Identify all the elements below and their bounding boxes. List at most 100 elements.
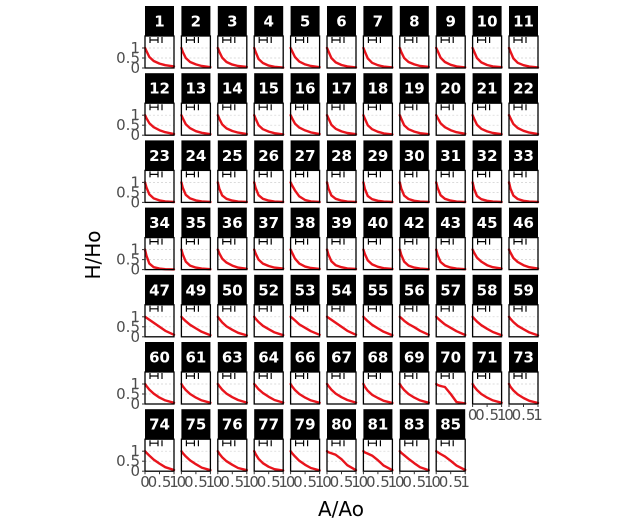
- panel-border: [289, 236, 321, 271]
- facet-panel: 7: [362, 6, 394, 69]
- x-axis: 00.51: [504, 404, 543, 424]
- facet-panel: 8: [398, 6, 430, 69]
- facet-strip: [399, 73, 429, 104]
- facet-strip: [399, 342, 429, 372]
- facet-panel: 53: [289, 274, 321, 338]
- series-line: [143, 450, 176, 472]
- facet-strip-label: 83: [404, 416, 425, 434]
- series-line: [216, 315, 248, 337]
- facet-strip: [363, 73, 393, 104]
- facet-strip: [145, 342, 174, 372]
- panel-background: [363, 103, 393, 136]
- facet-strip: [290, 409, 320, 440]
- y-tick-label: 0: [130, 126, 140, 144]
- series-line: [362, 450, 394, 472]
- series-line: [471, 382, 503, 404]
- panel-border: [253, 35, 284, 69]
- y-tick-label: 1: [130, 308, 140, 326]
- facet-strip-label: 24: [185, 147, 206, 165]
- x-tick-label: 0: [395, 473, 405, 491]
- facet-strip-label: 11: [513, 13, 534, 31]
- hi-mark: [331, 305, 345, 312]
- y-axis: 00.51: [116, 106, 145, 144]
- facet-strip-label: 64: [258, 349, 279, 367]
- facet-panel: 54: [325, 274, 358, 338]
- facet-strip: [399, 409, 429, 440]
- facet-strip: [436, 207, 466, 238]
- facet-panel: 34: [143, 207, 176, 271]
- facet-strip: [217, 207, 247, 238]
- panel-border: [217, 35, 248, 69]
- panel-border: [326, 35, 357, 69]
- facet-strip: [327, 409, 356, 440]
- facet-strip-label: 5: [300, 13, 310, 31]
- panel-background: [327, 170, 356, 203]
- y-axis: 00.51: [116, 442, 145, 480]
- facet-strip-label: 21: [477, 80, 498, 98]
- facet-strip-label: 8: [409, 13, 419, 31]
- hi-mark: [185, 104, 199, 111]
- panel-background: [436, 36, 466, 68]
- facet-strip-label: 68: [367, 349, 388, 367]
- hi-mark: [258, 104, 272, 111]
- x-tick-label: 1: [497, 406, 507, 424]
- x-tick-label: 0.5: [512, 406, 536, 424]
- x-tick-label: 0.5: [330, 473, 354, 491]
- hi-mark: [331, 37, 345, 43]
- hi-mark: [149, 171, 163, 178]
- facet-strip: [181, 6, 211, 36]
- facet-strip-label: 46: [513, 214, 534, 232]
- hi-mark: [477, 171, 491, 178]
- facet-panel: 20: [435, 73, 467, 136]
- hi-mark: [440, 373, 454, 379]
- facet-strip: [254, 207, 284, 238]
- panel-border: [326, 236, 357, 271]
- facet-strip-label: 26: [258, 147, 279, 165]
- series-line: [253, 114, 285, 136]
- facet-panel: 69: [398, 342, 430, 405]
- facet-strip-label: 23: [149, 147, 170, 165]
- facet-panel: 57: [435, 274, 467, 338]
- panel-border: [435, 35, 466, 69]
- facet-strip: [399, 140, 429, 171]
- panel-border: [217, 304, 248, 338]
- facet-panel: 85: [435, 409, 467, 472]
- facet-strip-label: 57: [440, 281, 461, 299]
- hi-mark: [367, 305, 381, 312]
- series-line: [471, 248, 503, 270]
- facet-strip-label: 22: [513, 80, 534, 98]
- hi-mark: [331, 373, 345, 379]
- hi-mark: [404, 238, 418, 245]
- hi-mark: [295, 104, 309, 111]
- series-line: [435, 114, 467, 135]
- panel-border: [326, 371, 357, 405]
- x-tick-label: 1: [278, 473, 288, 491]
- facet-panel: 27: [289, 140, 321, 204]
- y-axis-title: H/Ho: [81, 230, 105, 279]
- hi-mark: [149, 305, 163, 312]
- hi-mark: [477, 373, 491, 379]
- x-tick-label: 1: [533, 406, 543, 424]
- panel-border: [180, 236, 212, 271]
- facet-strip-label: 28: [331, 147, 352, 165]
- facet-strip: [436, 6, 466, 36]
- facet-panel: 67: [325, 342, 358, 405]
- facet-strip: [290, 342, 320, 372]
- panel-border: [144, 102, 175, 136]
- facet-strip-label: 45: [477, 214, 498, 232]
- series-line: [180, 315, 212, 337]
- series-line: [507, 46, 540, 69]
- facet-panel: 38: [289, 207, 321, 271]
- facet-strip: [327, 342, 356, 372]
- facet-panel: 31: [435, 140, 467, 204]
- series-line: [180, 46, 212, 69]
- facet-strip-label: 52: [258, 281, 279, 299]
- panel-background: [436, 170, 466, 203]
- hi-mark: [404, 104, 418, 111]
- facet-panel: 83: [398, 409, 430, 472]
- facet-strip: [436, 140, 466, 171]
- series-line: [180, 382, 212, 404]
- panel-background: [181, 372, 211, 404]
- series-line: [435, 248, 467, 271]
- facet-panel: 25: [216, 140, 248, 204]
